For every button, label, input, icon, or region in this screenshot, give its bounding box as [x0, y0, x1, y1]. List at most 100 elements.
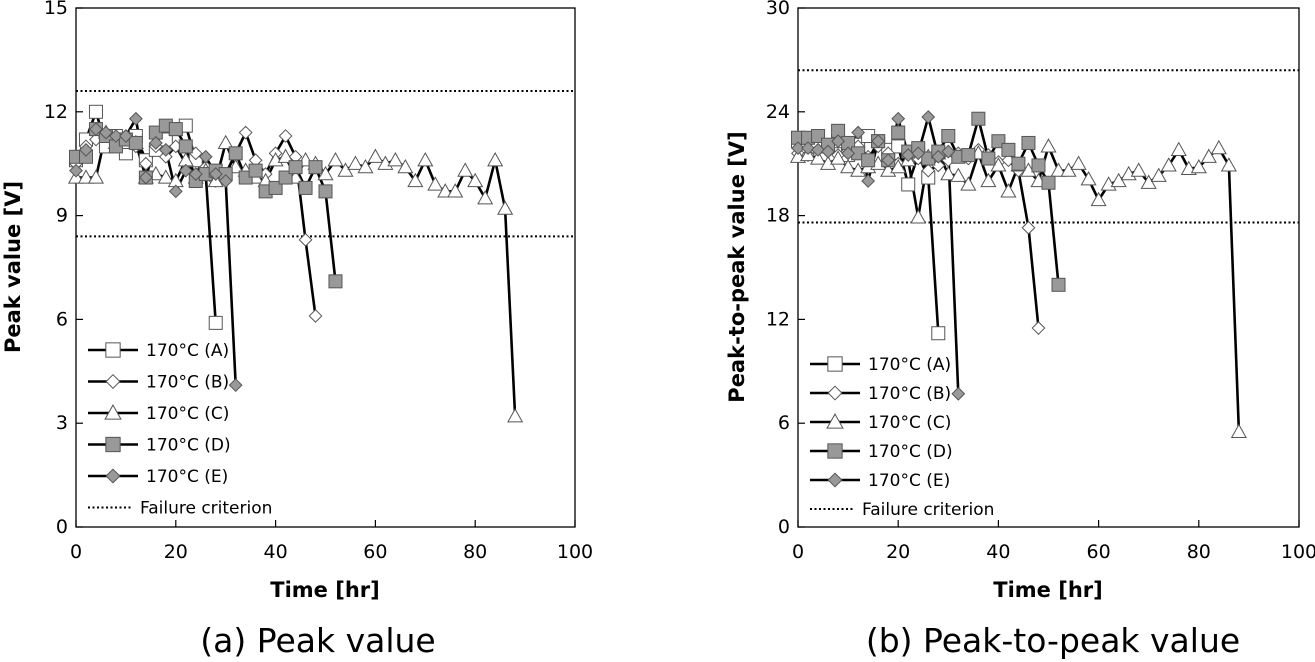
data-point — [980, 172, 997, 188]
legend-entry: 170°C (E) — [810, 471, 950, 491]
data-point — [417, 152, 434, 167]
legend-marker — [105, 436, 121, 453]
legend-entry: 170°C (C) — [810, 413, 951, 433]
legend-marker — [827, 385, 843, 401]
data-point — [1051, 277, 1066, 292]
legend-marker — [105, 373, 121, 390]
panel-a-plot-area — [67, 7, 576, 528]
panel-b-x-axis-title: Time [hr] — [993, 578, 1102, 602]
legend-marker — [826, 413, 844, 429]
panel-b-y-axis-title: Peak-to-peak value [V] — [725, 131, 749, 402]
data-point — [387, 152, 404, 167]
panel-a-y-axis-title: Peak value [V] — [1, 181, 25, 353]
legend-label: 170°C (E) — [146, 467, 228, 487]
panel-b-x-ticks: 0 20 40 60 80 100 — [792, 520, 1315, 563]
data-point — [437, 183, 454, 198]
data-point — [1040, 138, 1057, 153]
data-point — [901, 177, 916, 192]
data-point — [157, 169, 174, 184]
legend-marker — [827, 356, 843, 372]
data-point — [1130, 162, 1147, 177]
data-point — [1150, 167, 1167, 182]
x-tick-label: 80 — [463, 541, 487, 563]
data-point — [1070, 155, 1087, 170]
data-point — [328, 274, 343, 289]
data-point — [118, 129, 133, 143]
panel-a: 0 3 6 9 12 15 0 20 40 60 80 100 Time [hr] Peak val… — [1, 0, 593, 660]
panel-b-y-ticks: 0 6 12 18 24 30 — [766, 0, 805, 538]
data-point — [1080, 171, 1097, 186]
panel-b-series-group — [789, 110, 1247, 438]
legend-label: 170°C (D) — [146, 436, 231, 456]
data-point — [891, 125, 906, 140]
data-point — [228, 146, 243, 161]
data-point — [811, 142, 825, 157]
y-tick-label: 0 — [56, 516, 68, 538]
data-point — [1220, 157, 1237, 172]
data-point — [217, 134, 234, 150]
y-tick-label: 15 — [44, 0, 68, 19]
data-point — [507, 408, 524, 423]
data-point — [228, 378, 243, 393]
legend-label: 170°C (D) — [868, 442, 953, 462]
data-point — [851, 125, 866, 140]
panel-a-y-ticks: 0 3 6 9 12 15 — [44, 0, 83, 538]
x-tick-label: 80 — [1187, 541, 1211, 563]
data-point — [327, 152, 344, 167]
data-point — [950, 167, 967, 182]
legend-label: 170°C (C) — [868, 413, 951, 433]
panel-b-plot-area — [789, 7, 1300, 528]
x-tick-label: 40 — [986, 541, 1010, 563]
data-point — [951, 386, 966, 401]
x-tick-label: 40 — [264, 541, 288, 563]
x-tick-label: 100 — [557, 541, 593, 563]
data-point — [1090, 191, 1107, 207]
legend-marker — [827, 443, 843, 459]
data-point — [931, 149, 946, 164]
y-tick-label: 3 — [56, 412, 68, 434]
data-point — [148, 136, 163, 150]
data-point — [427, 176, 444, 191]
data-point — [308, 309, 323, 323]
data-point — [1050, 162, 1067, 177]
data-point — [357, 158, 374, 174]
data-point — [1021, 220, 1036, 235]
data-point — [861, 153, 876, 168]
data-point — [1031, 158, 1046, 173]
data-point — [208, 167, 223, 181]
data-point — [921, 110, 936, 124]
panel-a-series-group — [67, 104, 524, 423]
data-point — [447, 183, 464, 198]
data-point — [1210, 139, 1227, 155]
data-point — [1190, 158, 1207, 174]
legend-entry: 170°C (A) — [810, 355, 951, 375]
data-point — [288, 160, 303, 175]
data-point — [128, 111, 143, 126]
legend-entry-failure: Failure criterion — [810, 500, 994, 520]
data-point — [218, 174, 233, 188]
legend-marker — [105, 342, 121, 358]
data-point — [397, 158, 414, 174]
x-tick-label: 0 — [792, 541, 804, 563]
data-point — [79, 142, 93, 157]
legend-entry-failure: Failure criterion — [88, 499, 272, 519]
y-tick-label: 6 — [56, 308, 68, 330]
data-point — [99, 125, 113, 140]
data-point — [168, 184, 183, 199]
data-point — [1110, 172, 1127, 188]
legend-entry: 170°C (A) — [88, 341, 229, 361]
legend-label: Failure criterion — [862, 500, 994, 520]
data-point — [138, 170, 153, 185]
data-point — [347, 155, 364, 170]
panel-b-caption: (b) Peak-to-peak value — [866, 621, 1240, 660]
data-point — [467, 172, 484, 188]
data-point — [960, 176, 977, 191]
data-point — [337, 162, 354, 177]
data-point — [801, 141, 815, 156]
y-tick-label: 30 — [766, 0, 790, 19]
panel-a-plot-frame — [75, 7, 576, 528]
legend-label: 170°C (E) — [868, 471, 950, 491]
legend-entry: 170°C (E) — [88, 467, 228, 487]
legend-entry: 170°C (C) — [88, 404, 229, 424]
panel-b: 0 6 12 18 24 30 0 20 40 60 80 100 Time [hr] Peak-t… — [725, 0, 1315, 660]
